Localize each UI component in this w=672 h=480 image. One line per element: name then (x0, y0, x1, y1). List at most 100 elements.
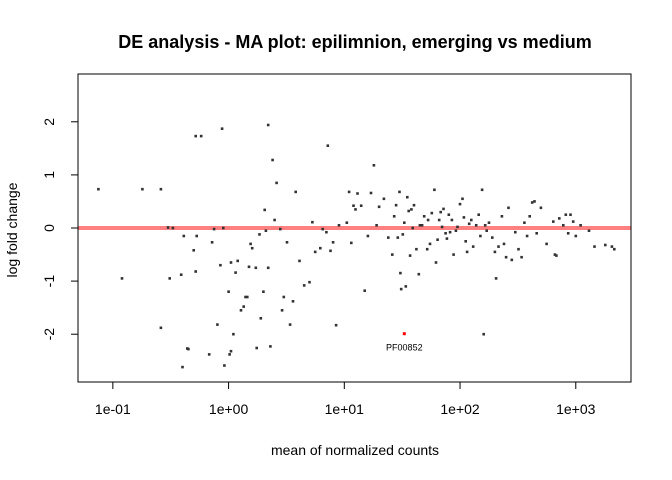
data-point (507, 206, 510, 210)
data-point (210, 241, 214, 244)
data-point (500, 215, 504, 218)
data-point (485, 229, 488, 232)
data-point (387, 236, 390, 239)
data-point (428, 242, 432, 246)
data-point (291, 300, 295, 303)
data-point (216, 323, 219, 326)
data-point (445, 237, 449, 240)
data-point (356, 192, 359, 195)
x-tick-label: 1e+02 (440, 401, 480, 417)
data-point (345, 221, 349, 224)
data-point (182, 234, 186, 238)
x-tick-label: 1e+03 (556, 401, 596, 417)
data-point (321, 227, 324, 231)
data-point (510, 258, 514, 262)
data-point (430, 211, 434, 215)
data-point (610, 245, 614, 248)
highlight-group: PF00852 (386, 332, 423, 353)
data-point (555, 254, 558, 257)
data-point (308, 280, 311, 284)
data-point (352, 204, 355, 207)
data-point (454, 229, 458, 232)
data-point (406, 195, 409, 199)
data-point (279, 227, 282, 231)
data-point (410, 208, 413, 211)
data-point (517, 247, 520, 251)
data-point (391, 253, 394, 256)
data-point (247, 265, 251, 269)
chart-title: DE analysis - MA plot: epilimnion, emerg… (118, 32, 591, 52)
data-point (375, 224, 378, 227)
data-point (613, 247, 616, 251)
data-point (525, 234, 529, 238)
data-point (458, 202, 462, 206)
data-point (382, 197, 386, 201)
data-point (363, 289, 366, 292)
data-point (434, 261, 438, 264)
data-point (194, 134, 197, 138)
data-point (448, 230, 452, 234)
data-point (553, 253, 557, 256)
data-point (263, 208, 266, 212)
y-tick-label: 0 (41, 224, 57, 232)
data-point (227, 290, 230, 293)
data-point (326, 144, 330, 147)
data-point (470, 218, 473, 222)
data-point (462, 216, 466, 219)
data-point (566, 232, 570, 235)
data-point (533, 200, 536, 203)
data-point (574, 234, 578, 238)
x-axis-label: mean of normalized counts (271, 442, 439, 458)
data-point (222, 226, 225, 230)
data-point (398, 190, 401, 194)
data-point (392, 215, 396, 218)
data-point (359, 204, 363, 207)
data-point (246, 295, 249, 299)
data-point (450, 218, 454, 222)
y-axis-label: log fold change (4, 182, 20, 277)
data-point (372, 164, 376, 167)
data-point (294, 190, 297, 194)
data-point (444, 232, 447, 235)
data-point (242, 305, 245, 308)
data-point (181, 365, 184, 369)
data-point (408, 254, 412, 257)
data-point (228, 353, 231, 356)
data-point (604, 243, 607, 247)
highlight-label: PF00852 (386, 343, 423, 353)
highlight-point (402, 332, 406, 336)
data-point (334, 323, 338, 327)
data-point (418, 224, 422, 227)
data-point (415, 247, 418, 251)
data-point (337, 224, 341, 227)
data-point (187, 347, 190, 351)
data-point (494, 277, 498, 280)
data-point (232, 332, 235, 336)
data-point (465, 250, 469, 254)
data-point (171, 226, 175, 230)
data-point (433, 188, 436, 192)
data-point (369, 191, 373, 195)
data-point (523, 221, 526, 224)
data-point (487, 221, 491, 224)
points-group (97, 123, 616, 369)
data-point (491, 236, 494, 239)
data-point (412, 203, 416, 207)
data-point (396, 236, 400, 239)
data-point (366, 234, 370, 238)
data-point (493, 250, 497, 254)
data-point (426, 218, 430, 222)
data-point (480, 188, 484, 192)
data-point (530, 201, 534, 204)
data-point (97, 187, 100, 191)
data-point (229, 261, 233, 264)
data-point (528, 215, 531, 218)
data-point (436, 238, 439, 241)
data-point (399, 287, 403, 291)
y-tick-label: 1 (41, 171, 57, 179)
data-point (347, 190, 351, 194)
data-point (403, 221, 406, 224)
data-point (477, 213, 480, 216)
data-point (474, 224, 478, 227)
